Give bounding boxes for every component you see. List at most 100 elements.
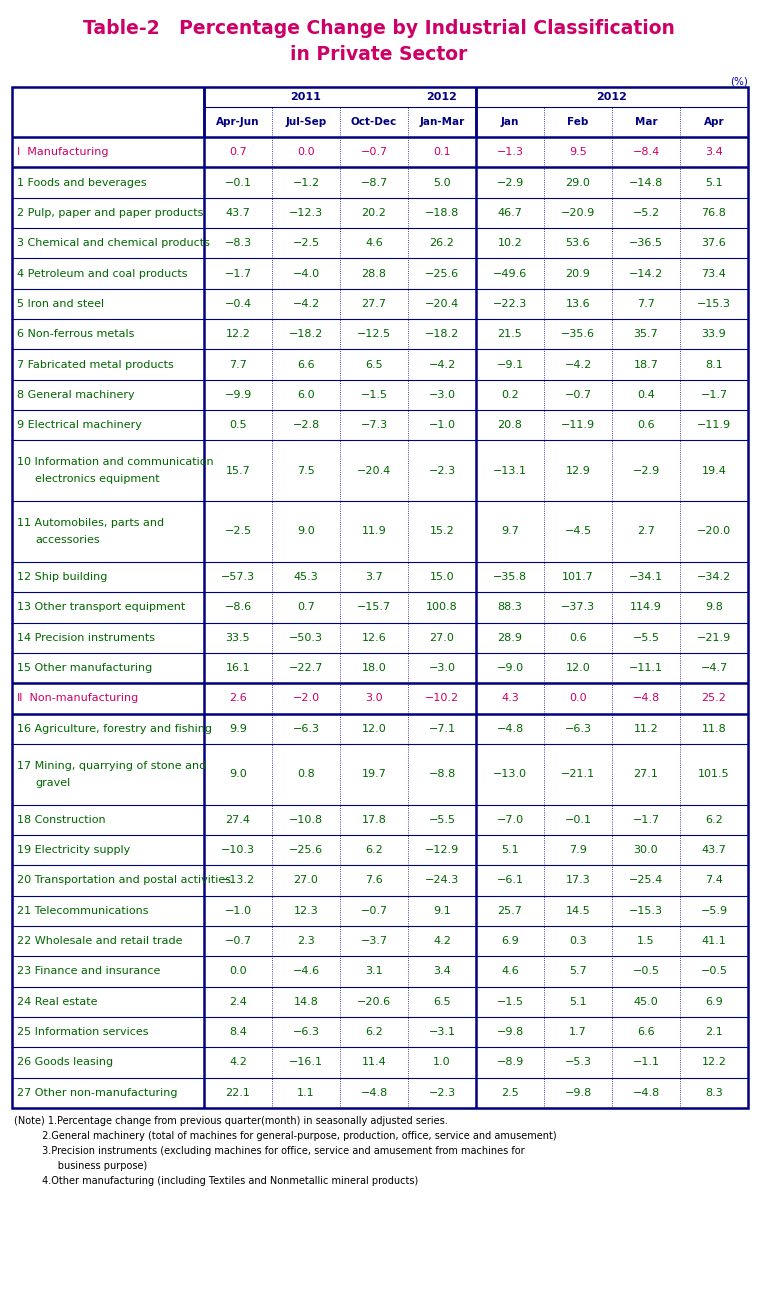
Text: −1.5: −1.5 — [361, 390, 388, 401]
Text: −1.0: −1.0 — [429, 420, 455, 431]
Text: −11.9: −11.9 — [697, 420, 731, 431]
Text: 5.7: 5.7 — [569, 966, 587, 977]
Text: −25.4: −25.4 — [629, 876, 663, 885]
Text: −6.3: −6.3 — [292, 1028, 320, 1037]
Text: −22.7: −22.7 — [289, 664, 323, 673]
Text: −2.9: −2.9 — [632, 466, 660, 475]
Text: 35.7: 35.7 — [634, 330, 658, 339]
Text: −9.0: −9.0 — [496, 664, 524, 673]
Text: 37.6: 37.6 — [701, 238, 726, 249]
Text: 7.9: 7.9 — [569, 846, 587, 855]
Text: 6.6: 6.6 — [638, 1028, 655, 1037]
Text: gravel: gravel — [35, 778, 71, 788]
Text: 100.8: 100.8 — [426, 602, 458, 613]
Text: −49.6: −49.6 — [493, 268, 527, 279]
Text: 21 Telecommunications: 21 Telecommunications — [17, 906, 149, 916]
Text: −37.3: −37.3 — [561, 602, 595, 613]
Text: −1.7: −1.7 — [225, 268, 251, 279]
Text: −4.2: −4.2 — [292, 298, 320, 309]
Text: 12.2: 12.2 — [225, 330, 250, 339]
Text: 8.3: 8.3 — [705, 1088, 723, 1098]
Text: 12.0: 12.0 — [361, 724, 386, 734]
Text: 26.2: 26.2 — [430, 238, 455, 249]
Text: business purpose): business purpose) — [14, 1161, 147, 1172]
Text: −4.7: −4.7 — [701, 664, 728, 673]
Text: 101.5: 101.5 — [698, 770, 730, 779]
Text: 9.5: 9.5 — [569, 147, 587, 157]
Text: 24 Real estate: 24 Real estate — [17, 996, 97, 1007]
Text: −10.3: −10.3 — [221, 846, 255, 855]
Text: 0.6: 0.6 — [569, 632, 587, 643]
Text: −8.3: −8.3 — [225, 238, 251, 249]
Text: 6.6: 6.6 — [298, 360, 315, 369]
Text: −20.0: −20.0 — [697, 526, 731, 537]
Text: 0.2: 0.2 — [501, 390, 519, 401]
Text: Feb: Feb — [567, 117, 589, 127]
Text: 11.2: 11.2 — [634, 724, 658, 734]
Text: Apr-Jun: Apr-Jun — [216, 117, 260, 127]
Text: 19.7: 19.7 — [361, 770, 386, 779]
Text: −1.7: −1.7 — [701, 390, 728, 401]
Text: 1.1: 1.1 — [298, 1088, 315, 1098]
Text: −4.8: −4.8 — [632, 694, 660, 703]
Text: −0.5: −0.5 — [632, 966, 660, 977]
Text: −2.0: −2.0 — [292, 694, 320, 703]
Text: 0.7: 0.7 — [229, 147, 247, 157]
Text: 2.1: 2.1 — [705, 1028, 723, 1037]
Text: 4.6: 4.6 — [365, 238, 383, 249]
Text: 41.1: 41.1 — [701, 936, 726, 946]
Text: 0.0: 0.0 — [569, 694, 587, 703]
Text: 0.0: 0.0 — [298, 147, 315, 157]
Text: 6.2: 6.2 — [365, 1028, 383, 1037]
Text: −21.9: −21.9 — [697, 632, 731, 643]
Text: 28.9: 28.9 — [497, 632, 522, 643]
Text: −34.2: −34.2 — [697, 572, 731, 583]
Text: 19 Electricity supply: 19 Electricity supply — [17, 846, 131, 855]
Text: −7.1: −7.1 — [428, 724, 455, 734]
Text: 27.0: 27.0 — [294, 876, 319, 885]
Text: 6.2: 6.2 — [365, 846, 383, 855]
Text: 9.7: 9.7 — [501, 526, 519, 537]
Text: −25.6: −25.6 — [425, 268, 459, 279]
Text: 6 Non-ferrous metals: 6 Non-ferrous metals — [17, 330, 134, 339]
Text: 2012: 2012 — [597, 92, 628, 102]
Text: 2.General machinery (total of machines for general-purpose, production, office, : 2.General machinery (total of machines f… — [14, 1131, 556, 1141]
Text: 5 Iron and steel: 5 Iron and steel — [17, 298, 104, 309]
Text: 30.0: 30.0 — [634, 846, 658, 855]
Text: 6.5: 6.5 — [433, 996, 451, 1007]
Text: −15.7: −15.7 — [357, 602, 391, 613]
Text: 3.7: 3.7 — [365, 572, 383, 583]
Text: 9.8: 9.8 — [705, 602, 723, 613]
Text: −8.6: −8.6 — [225, 602, 251, 613]
Text: −22.3: −22.3 — [493, 298, 527, 309]
Text: 27.0: 27.0 — [430, 632, 455, 643]
Text: −0.7: −0.7 — [565, 390, 591, 401]
Text: 9.1: 9.1 — [433, 906, 451, 916]
Text: 2.6: 2.6 — [229, 694, 247, 703]
Text: 27 Other non-manufacturing: 27 Other non-manufacturing — [17, 1088, 178, 1098]
Text: 12.3: 12.3 — [294, 906, 318, 916]
Text: −4.8: −4.8 — [361, 1088, 388, 1098]
Text: 7.7: 7.7 — [229, 360, 247, 369]
Text: 9.9: 9.9 — [229, 724, 247, 734]
Text: −2.5: −2.5 — [292, 238, 320, 249]
Text: 12.6: 12.6 — [361, 632, 386, 643]
Text: −4.0: −4.0 — [292, 268, 320, 279]
Text: −18.2: −18.2 — [425, 330, 459, 339]
Text: 8.1: 8.1 — [705, 360, 723, 369]
Text: 0.5: 0.5 — [229, 420, 247, 431]
Text: 3.Precision instruments (excluding machines for office, service and amusement fr: 3.Precision instruments (excluding machi… — [14, 1145, 524, 1156]
Text: 11.9: 11.9 — [361, 526, 386, 537]
Text: −25.6: −25.6 — [289, 846, 323, 855]
Text: 18.0: 18.0 — [361, 664, 386, 673]
Text: −0.1: −0.1 — [565, 814, 591, 825]
Text: −13.0: −13.0 — [493, 770, 527, 779]
Text: −5.9: −5.9 — [701, 906, 728, 916]
Text: 4.Other manufacturing (including Textiles and Nonmetallic mineral products): 4.Other manufacturing (including Textile… — [14, 1175, 418, 1186]
Text: Ⅰ  Manufacturing: Ⅰ Manufacturing — [17, 147, 109, 157]
Text: 7.5: 7.5 — [297, 466, 315, 475]
Text: 15 Other manufacturing: 15 Other manufacturing — [17, 664, 153, 673]
Text: 45.3: 45.3 — [294, 572, 318, 583]
Text: −1.7: −1.7 — [632, 814, 660, 825]
Text: 6.2: 6.2 — [705, 814, 723, 825]
